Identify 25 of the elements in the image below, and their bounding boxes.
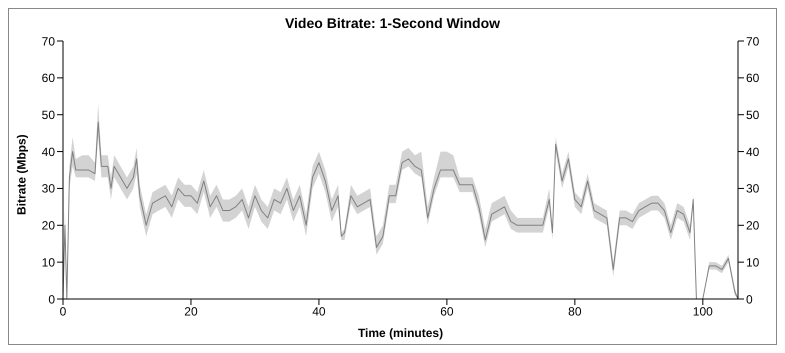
- y2-tick-label: 30: [746, 182, 760, 196]
- x-tick-label: 60: [440, 304, 454, 319]
- x-tick-label: 0: [60, 304, 67, 319]
- x-axis-title: Time (minutes): [358, 326, 444, 340]
- y2-tick-label: 70: [746, 34, 760, 48]
- y-tick-label: 30: [42, 182, 56, 196]
- y2-tick-label: 10: [746, 255, 760, 270]
- y-tick-label: 50: [42, 108, 56, 122]
- x-tick-label: 20: [184, 304, 198, 319]
- y-tick-label: 60: [42, 71, 56, 86]
- y-tick-label: 70: [42, 34, 56, 48]
- x-tick-label: 80: [568, 304, 582, 319]
- y-tick-label: 10: [42, 255, 56, 270]
- y-tick-label: 20: [42, 218, 56, 233]
- chart-title: Video Bitrate: 1-Second Window: [284, 15, 502, 33]
- y-tick-label: 0: [48, 292, 56, 306]
- y2-tick-label: 0: [746, 292, 753, 306]
- y2-tick-label: 60: [746, 71, 760, 86]
- y2-tick-label: 20: [746, 218, 760, 233]
- y-axis-title: Bitrate (Mbps): [14, 134, 28, 215]
- y2-tick-label: 50: [746, 108, 760, 122]
- x-tick-label: 100: [692, 304, 714, 319]
- x-tick-label: 40: [312, 304, 326, 319]
- y-tick-label: 40: [42, 144, 56, 159]
- y2-tick-label: 40: [746, 144, 760, 159]
